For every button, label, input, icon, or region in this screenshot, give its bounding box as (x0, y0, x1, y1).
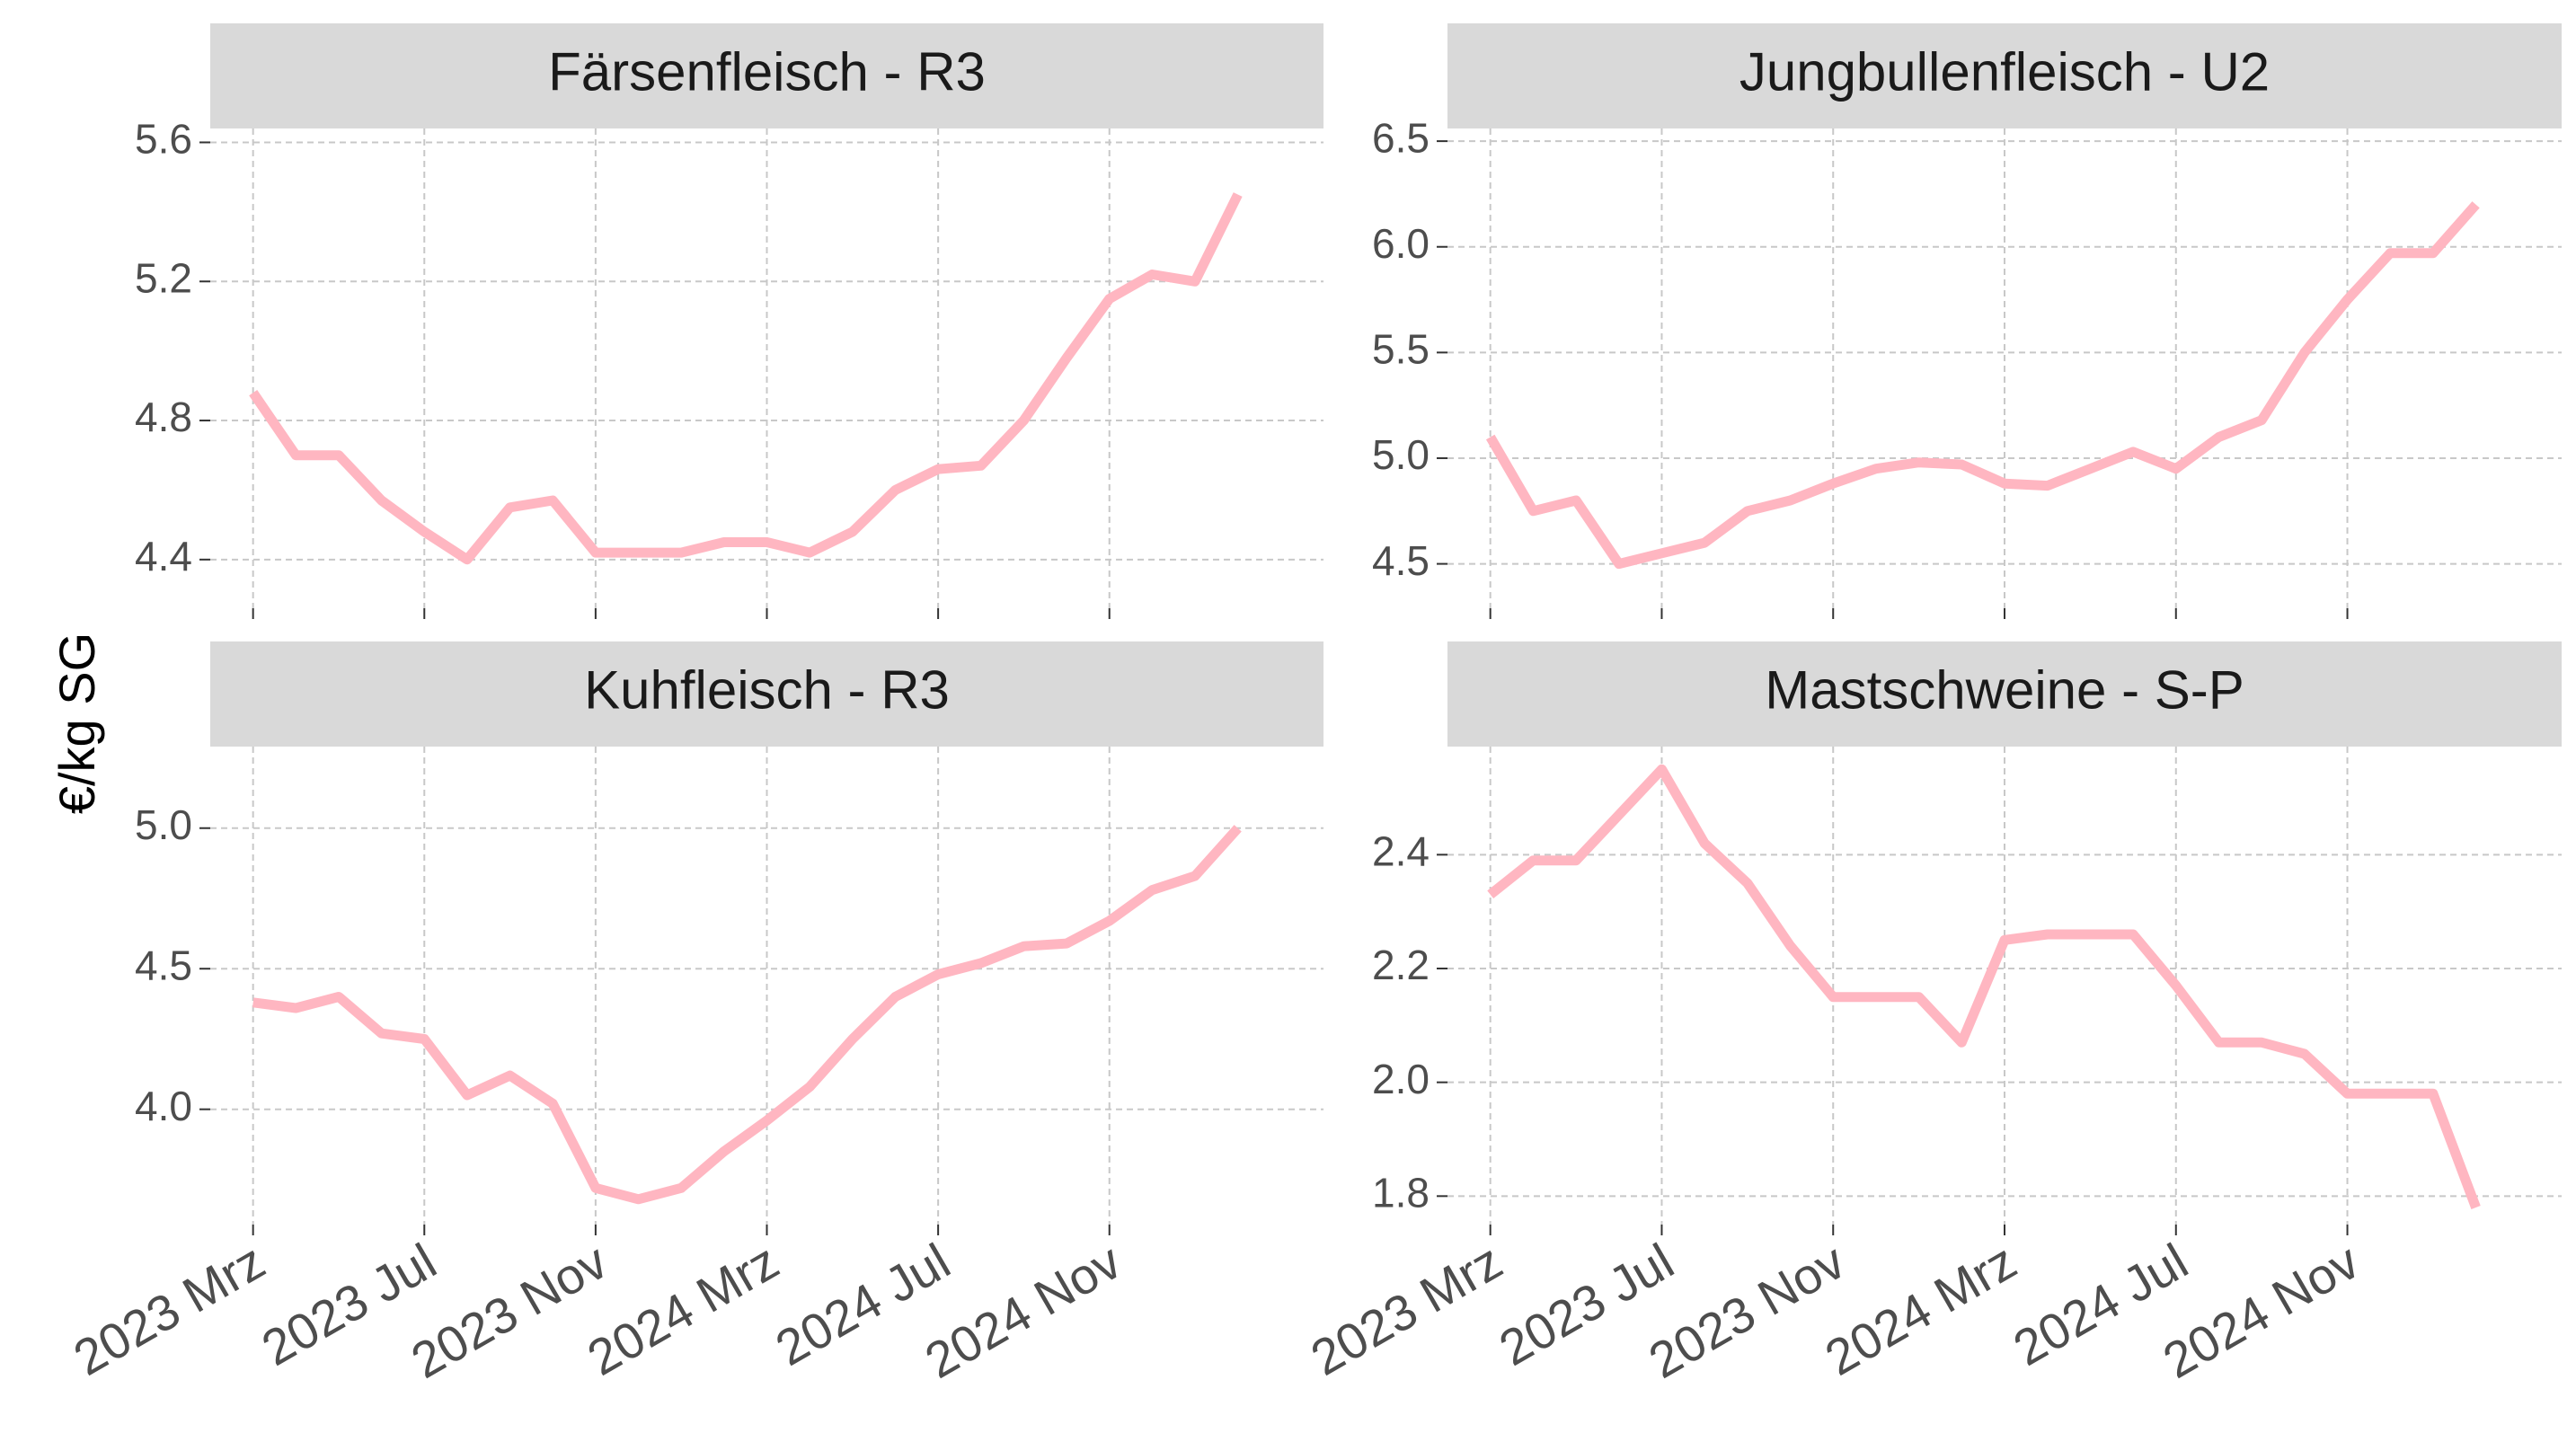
y-axis-label: €/kg SG (49, 632, 105, 814)
y-tick-label: 4.0 (135, 1083, 192, 1129)
facet-title: Kuhfleisch - R3 (584, 659, 950, 720)
y-tick-label: 5.0 (1372, 431, 1430, 478)
data-line (1487, 764, 2481, 1209)
y-tick-label: 1.8 (1372, 1169, 1430, 1216)
y-tick-label: 5.5 (1372, 326, 1430, 373)
data-line (249, 192, 1243, 565)
facet-title: Jungbullenfleisch - U2 (1739, 41, 2270, 102)
y-tick-label: 4.5 (135, 942, 192, 988)
facet-strip (210, 23, 1323, 128)
facet-strip (1447, 23, 2562, 128)
y-tick-label: 4.5 (1372, 537, 1430, 584)
y-tick-label: 6.5 (1372, 114, 1430, 161)
y-tick-label: 2.0 (1372, 1056, 1430, 1102)
y-tick-label: 2.2 (1372, 942, 1430, 988)
data-line (252, 825, 1242, 1205)
y-tick-label: 5.6 (135, 116, 192, 163)
data-line (1485, 201, 2480, 570)
facet-strip (210, 641, 1323, 747)
facet-strip (1447, 641, 2562, 747)
y-tick-label: 6.0 (1372, 220, 1430, 267)
y-tick-label: 4.4 (135, 533, 192, 579)
y-tick-label: 5.2 (135, 254, 192, 301)
y-tick-label: 2.4 (1372, 827, 1430, 874)
facet-title: Färsenfleisch - R3 (548, 41, 986, 102)
y-tick-label: 4.8 (135, 394, 192, 440)
y-tick-label: 5.0 (135, 801, 192, 848)
facet-title: Mastschweine - S-P (1765, 659, 2244, 720)
